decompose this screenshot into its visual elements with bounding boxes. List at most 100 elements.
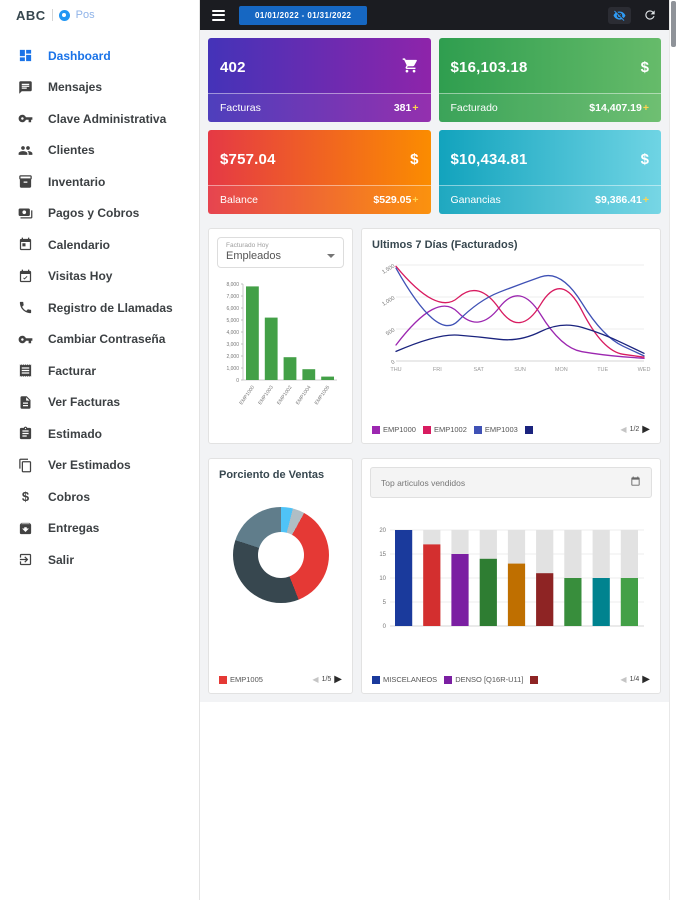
legend-next-button[interactable]: ▶ bbox=[334, 674, 342, 685]
calendar-icon[interactable] bbox=[630, 476, 641, 489]
scrollbar-thumb[interactable] bbox=[671, 1, 676, 47]
legend-prev-button[interactable]: ◀ bbox=[620, 425, 627, 434]
dollar-icon: $ bbox=[640, 59, 649, 76]
porciento-ventas-panel: Porciento de Ventas EMP1005 ◀ 1/5 ▶ bbox=[208, 458, 353, 694]
sidebar-item-visitas-hoy[interactable]: Visitas Hoy bbox=[0, 261, 199, 293]
top-articulos-header-label: Top articulos vendidos bbox=[381, 477, 466, 488]
sidebar-item-label: Cobros bbox=[48, 489, 90, 504]
facturado-hoy-chart: 8,000 7,000 6,000 5,000 4,000 3,000 2,000 1,000… bbox=[217, 278, 344, 433]
sidebar-item-label: Entregas bbox=[48, 521, 100, 536]
sidebar-item-salir[interactable]: Salir bbox=[0, 544, 199, 576]
svg-text:0: 0 bbox=[236, 378, 239, 384]
topbar: 01/01/2022 - 01/31/2022 bbox=[200, 0, 669, 30]
top-articulos-header[interactable]: Top articulos vendidos bbox=[370, 467, 652, 498]
legend-label: DENSO [Q16R-U11] bbox=[455, 675, 524, 684]
dashboard-icon bbox=[18, 48, 33, 63]
sidebar-item-inventario[interactable]: Inventario bbox=[0, 166, 199, 198]
chart-legend: EMP1005 ◀ 1/5 ▶ bbox=[217, 670, 344, 685]
legend-swatch bbox=[219, 675, 227, 684]
sidebar-item-estimado[interactable]: Estimado bbox=[0, 418, 199, 450]
sidebar-item-ver-facturas[interactable]: Ver Facturas bbox=[0, 387, 199, 419]
card-label: Facturas bbox=[220, 102, 261, 114]
copy-icon bbox=[18, 458, 33, 473]
top-articulos-chart: 20 15 10 5 0 bbox=[370, 522, 652, 653]
facturado-hoy-select[interactable]: Facturado Hoy Empleados bbox=[217, 237, 344, 268]
legend-item: EMP1002 bbox=[422, 425, 467, 434]
sidebar-item-mensajes[interactable]: Mensajes bbox=[0, 72, 199, 104]
sidebar-item-label: Dashboard bbox=[48, 48, 111, 63]
visibility-toggle-icon[interactable] bbox=[608, 6, 631, 24]
legend-label: EMP1002 bbox=[433, 425, 467, 434]
svg-text:4,000: 4,000 bbox=[226, 330, 239, 336]
svg-text:1,000: 1,000 bbox=[381, 295, 396, 307]
card-plus: + bbox=[642, 194, 649, 206]
card-value: $10,434.81 bbox=[450, 151, 528, 168]
sidebar-item-registro-de-llamadas[interactable]: Registro de Llamadas bbox=[0, 292, 199, 324]
legend-prev-button[interactable]: ◀ bbox=[620, 675, 627, 684]
legend-swatch bbox=[372, 425, 380, 434]
sidebar-item-pagos-y-cobros[interactable]: Pagos y Cobros bbox=[0, 198, 199, 230]
svg-text:EMP1002: EMP1002 bbox=[276, 385, 294, 407]
ultimos-7-dias-panel: Ultimos 7 Días (Facturados) 1,500 1,000 50… bbox=[361, 228, 661, 444]
inventory-icon bbox=[18, 174, 33, 189]
svg-text:8,000: 8,000 bbox=[226, 282, 239, 288]
receipt-icon bbox=[18, 363, 33, 378]
legend-prev-button[interactable]: ◀ bbox=[312, 675, 319, 684]
sidebar-item-cobros[interactable]: $ Cobros bbox=[0, 481, 199, 513]
logout-icon bbox=[18, 552, 33, 567]
legend-pager: ◀ 1/2 ▶ bbox=[620, 424, 650, 435]
chevron-down-icon bbox=[327, 254, 335, 258]
legend-swatch bbox=[372, 675, 380, 684]
key-icon bbox=[18, 111, 33, 126]
legend-item: DENSO [Q16R-U11] bbox=[444, 675, 523, 684]
calendar-check-icon bbox=[18, 269, 33, 284]
svg-text:5,000: 5,000 bbox=[226, 318, 239, 324]
scrollbar[interactable] bbox=[669, 0, 677, 900]
sidebar-item-ver-estimados[interactable]: Ver Estimados bbox=[0, 450, 199, 482]
facturado-hoy-panel: Facturado Hoy Empleados 8,000 7,000 6,000 5… bbox=[208, 228, 353, 444]
card-plus: + bbox=[412, 194, 419, 206]
legend-swatch bbox=[473, 425, 482, 434]
legend-item: EMP1005 bbox=[219, 675, 263, 684]
legend-next-button[interactable]: ▶ bbox=[642, 674, 650, 685]
sidebar-item-cambiar-contrasena[interactable]: Cambiar Contraseña bbox=[0, 324, 199, 356]
sidebar-item-facturar[interactable]: Facturar bbox=[0, 355, 199, 387]
legend-pager: ◀ 1/5 ▶ bbox=[312, 674, 342, 685]
legend-page-indicator: 1/2 bbox=[629, 426, 640, 433]
sidebar-item-entregas[interactable]: Entregas bbox=[0, 513, 199, 545]
svg-text:SAT: SAT bbox=[474, 367, 485, 373]
sidebar: ABC Pos Dashboard Mensajes Clave Administr… bbox=[0, 0, 200, 900]
date-range-button[interactable]: 01/01/2022 - 01/31/2022 bbox=[239, 5, 368, 25]
card-secondary: $9,386.41+ bbox=[595, 194, 649, 206]
sidebar-item-label: Ver Facturas bbox=[48, 395, 121, 410]
stat-card-balance: $757.04 $ Balance $529.05+ bbox=[208, 130, 431, 214]
topbar-actions bbox=[608, 6, 657, 24]
menu-icon[interactable] bbox=[212, 9, 225, 21]
sidebar-item-label: Calendario bbox=[48, 237, 111, 252]
sidebar-item-label: Salir bbox=[48, 552, 75, 567]
dollar-icon: $ bbox=[410, 151, 419, 168]
sidebar-item-label: Mensajes bbox=[48, 80, 103, 95]
card-value: 402 bbox=[220, 59, 246, 76]
legend-next-button[interactable]: ▶ bbox=[642, 424, 650, 435]
legend-item: MISCELANEOS bbox=[372, 675, 437, 684]
card-label: Facturado bbox=[450, 102, 498, 114]
facturado-hoy-chart-svg: 8,000 7,000 6,000 5,000 4,000 3,000 2,000 1,000… bbox=[226, 282, 337, 407]
sidebar-item-clientes[interactable]: Clientes bbox=[0, 135, 199, 167]
sidebar-item-clave-administrativa[interactable]: Clave Administrativa bbox=[0, 103, 199, 135]
sidebar-item-dashboard[interactable]: Dashboard bbox=[0, 40, 199, 72]
card-label: Ganancias bbox=[450, 194, 501, 206]
sidebar-item-label: Inventario bbox=[48, 174, 106, 189]
sidebar-item-label: Pagos y Cobros bbox=[48, 206, 140, 221]
refresh-icon[interactable] bbox=[643, 8, 657, 22]
legend-swatch bbox=[422, 425, 431, 434]
document-icon bbox=[18, 395, 33, 410]
dashboard-content: 402 Facturas 381+ $16,103.18 $ Facturado bbox=[200, 30, 669, 702]
svg-text:WED: WED bbox=[638, 367, 651, 373]
legend-swatch bbox=[524, 425, 533, 434]
sidebar-item-calendario[interactable]: Calendario bbox=[0, 229, 199, 261]
calendar-icon bbox=[18, 237, 33, 252]
panel-title: Ultimos 7 Días (Facturados) bbox=[372, 239, 518, 251]
logo[interactable]: ABC Pos bbox=[0, 0, 199, 30]
svg-text:1,000: 1,000 bbox=[226, 366, 239, 372]
